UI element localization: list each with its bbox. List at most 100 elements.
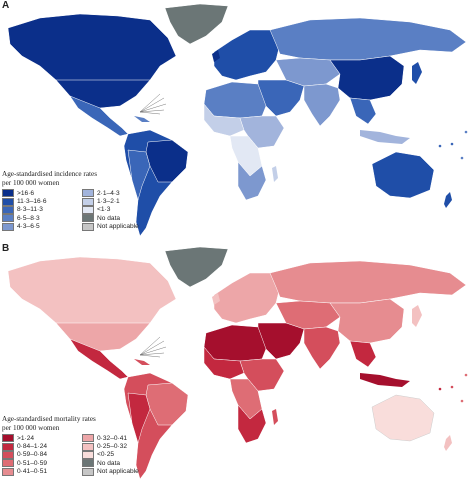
legend-item: 0·51–0·59 xyxy=(2,459,78,468)
legend-item: Not applicable xyxy=(82,222,152,231)
se-asia xyxy=(349,97,377,125)
legend-swatch xyxy=(2,450,14,459)
legend-swatch xyxy=(82,197,94,206)
island-marker xyxy=(438,387,442,391)
legend-item: 8·3–11·3 xyxy=(2,205,78,214)
caribbean-callout xyxy=(139,93,167,115)
north-africa xyxy=(203,81,267,119)
mexico xyxy=(69,95,129,137)
legend-item: >1·24 xyxy=(2,434,78,443)
australia xyxy=(371,151,435,199)
legend-swatch xyxy=(2,205,14,214)
new-zealand xyxy=(444,192,452,208)
north-america xyxy=(7,13,177,109)
legend-label: <0·25 xyxy=(97,451,115,459)
west-africa xyxy=(203,346,245,380)
legend-grid: >1·24 0·32–0·41 0·84–1·24 0·25–0·32 0·59… xyxy=(2,434,152,476)
legend-swatch xyxy=(2,214,14,223)
greenland xyxy=(164,3,229,45)
legend-item: 0·32–0·41 xyxy=(82,434,152,443)
legend-label: 0·32–0·41 xyxy=(97,434,128,442)
russia xyxy=(269,260,467,304)
legend-swatch xyxy=(82,214,94,223)
se-asia xyxy=(349,340,377,368)
legend-label: 6·5–8·3 xyxy=(17,214,40,222)
legend-item: 1·3–2·1 xyxy=(82,197,152,206)
legend-swatch xyxy=(82,467,94,476)
legend-swatch xyxy=(82,434,94,443)
legend-swatch xyxy=(82,442,94,451)
legend-swatch xyxy=(2,197,14,206)
legend-label: 11·3–16·6 xyxy=(17,198,47,206)
legend-item: 0·41–0·51 xyxy=(2,467,78,476)
legend-swatch xyxy=(2,434,14,443)
legend-swatch xyxy=(82,459,94,468)
east-africa xyxy=(239,115,285,149)
legend-label: >16·6 xyxy=(17,189,35,197)
legend-label: 1·3–2·1 xyxy=(97,198,120,206)
legend-label: 0·59–0·84 xyxy=(17,451,48,459)
legend-title-line2: per 100 000 women xyxy=(2,179,60,187)
legend-item: >16·6 xyxy=(2,189,78,198)
japan xyxy=(412,305,422,327)
andes xyxy=(127,392,151,444)
legend-swatch xyxy=(2,467,14,476)
india xyxy=(303,326,341,370)
legend-label: 0·41–0·51 xyxy=(17,468,48,476)
legend-label: 2·1–4·3 xyxy=(97,189,120,197)
legend-swatch xyxy=(2,442,14,451)
madagascar xyxy=(272,166,278,182)
incidence-map-panel: A Age-standardised incidence rates per 1… xyxy=(0,0,474,242)
legend-item: No data xyxy=(82,459,152,468)
legend-item: 0·59–0·84 xyxy=(2,450,78,459)
russia xyxy=(269,17,467,61)
australia xyxy=(371,394,435,442)
china xyxy=(329,55,405,101)
legend-swatch xyxy=(82,222,94,231)
mexico xyxy=(69,338,129,380)
middle-east xyxy=(257,322,305,360)
legend-title-line1: Age-standardised mortality rates xyxy=(2,415,96,423)
panel-label-b: B xyxy=(2,243,10,254)
legend-label: 0·25–0·32 xyxy=(97,443,128,451)
legend-label: 0·51–0·59 xyxy=(17,459,48,467)
legend-item: 2·1–4·3 xyxy=(82,189,152,198)
legend-swatch xyxy=(2,222,14,231)
legend-item: Not applicable xyxy=(82,467,152,476)
island-marker xyxy=(460,399,464,403)
island-marker xyxy=(438,144,442,148)
madagascar xyxy=(272,409,278,425)
uk xyxy=(212,50,220,62)
legend-label: 4·3–6·5 xyxy=(17,223,40,231)
legend-label: <1·3 xyxy=(97,206,111,214)
india xyxy=(303,83,341,127)
mortality-legend: Age-standardised mortality rates per 100… xyxy=(2,415,152,476)
east-africa xyxy=(239,358,285,392)
legend-label: >1·24 xyxy=(17,434,35,442)
west-africa xyxy=(203,103,245,137)
greenland xyxy=(164,246,229,288)
caribbean xyxy=(134,359,150,365)
island-marker xyxy=(460,156,464,160)
incidence-world-map xyxy=(7,3,468,237)
indonesia xyxy=(360,130,410,144)
legend-swatch xyxy=(2,459,14,468)
legend-swatch xyxy=(82,189,94,198)
legend-label: 8·3–11·3 xyxy=(17,206,43,214)
indonesia xyxy=(360,373,410,387)
southern-africa xyxy=(237,404,267,444)
island-marker xyxy=(450,385,454,389)
legend-item: <1·3 xyxy=(82,205,152,214)
usa xyxy=(55,322,151,352)
panel-label-a: A xyxy=(2,0,10,11)
legend-item: No data xyxy=(82,214,152,223)
island-marker xyxy=(464,130,468,134)
legend-item: 0·84–1·24 xyxy=(2,442,78,451)
legend-item: <0·25 xyxy=(82,450,152,459)
europe xyxy=(213,272,281,324)
legend-label: No data xyxy=(97,214,121,222)
legend-grid: >16·6 2·1–4·3 11·3–16·6 1·3–2·1 8·3–11·3… xyxy=(2,189,152,231)
legend-swatch xyxy=(82,205,94,214)
mortality-map-panel: B Age-standardised mortality rates per 1… xyxy=(0,243,474,485)
legend-item: 0·25–0·32 xyxy=(82,442,152,451)
